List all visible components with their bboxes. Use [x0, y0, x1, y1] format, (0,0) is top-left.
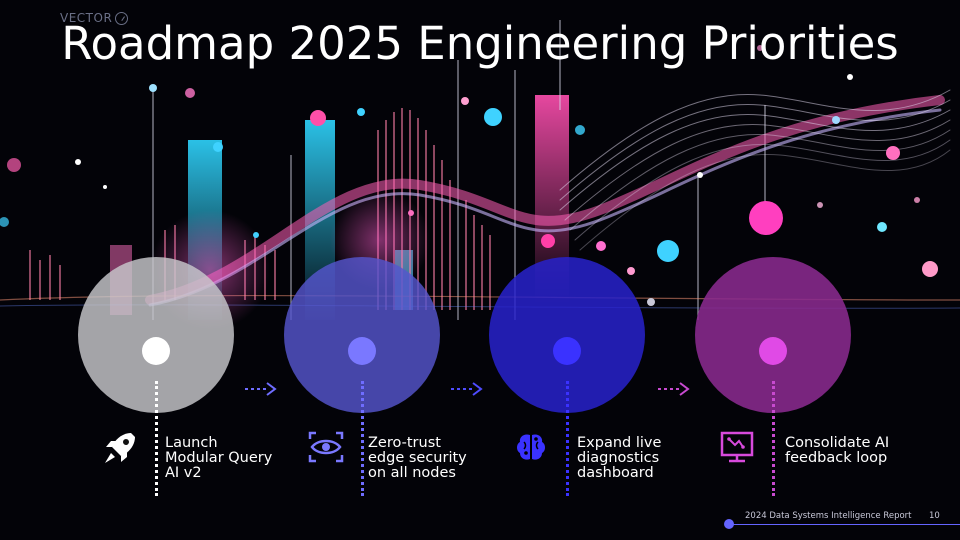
logo-mark-icon: [115, 11, 129, 25]
logo: VECTOR: [60, 11, 129, 25]
monitor-icon: [720, 431, 754, 463]
roadmap-step-4: [695, 257, 851, 496]
step-label-2: Zero-trust edge security on all nodes: [368, 435, 467, 481]
page-number: 10: [929, 511, 940, 521]
footer-dot: [724, 519, 734, 529]
arrow-right-icon: [245, 382, 277, 396]
step-connector: [361, 381, 364, 496]
footer-report-title: 2024 Data Systems Intelligence Report: [745, 511, 912, 521]
step-marker-dot: [759, 337, 787, 365]
roadmap-step-3: [489, 257, 645, 496]
logo-text: VECTOR: [60, 11, 113, 25]
rocket-icon: [105, 433, 135, 463]
step-marker-dot: [142, 337, 170, 365]
arrow-right-icon: [658, 382, 690, 396]
step-label-1: Launch Modular Query AI v2: [165, 435, 273, 481]
step-label-3: Expand live diagnostics dashboard: [577, 435, 662, 481]
roadmap-step-2: [284, 257, 440, 496]
step-label-4: Consolidate AI feedback loop: [785, 435, 890, 466]
arrow-right-icon: [451, 382, 483, 396]
brain-icon: [517, 434, 545, 460]
step-marker-dot: [348, 337, 376, 365]
eye-scan-icon: [308, 431, 344, 463]
roadmap-step-1: [78, 257, 234, 496]
step-connector: [566, 381, 569, 496]
step-connector: [772, 381, 775, 496]
footer-divider: [730, 524, 960, 525]
step-connector: [155, 381, 158, 496]
slide-title: Roadmap 2025 Engineering Priorities: [61, 17, 899, 70]
step-marker-dot: [553, 337, 581, 365]
